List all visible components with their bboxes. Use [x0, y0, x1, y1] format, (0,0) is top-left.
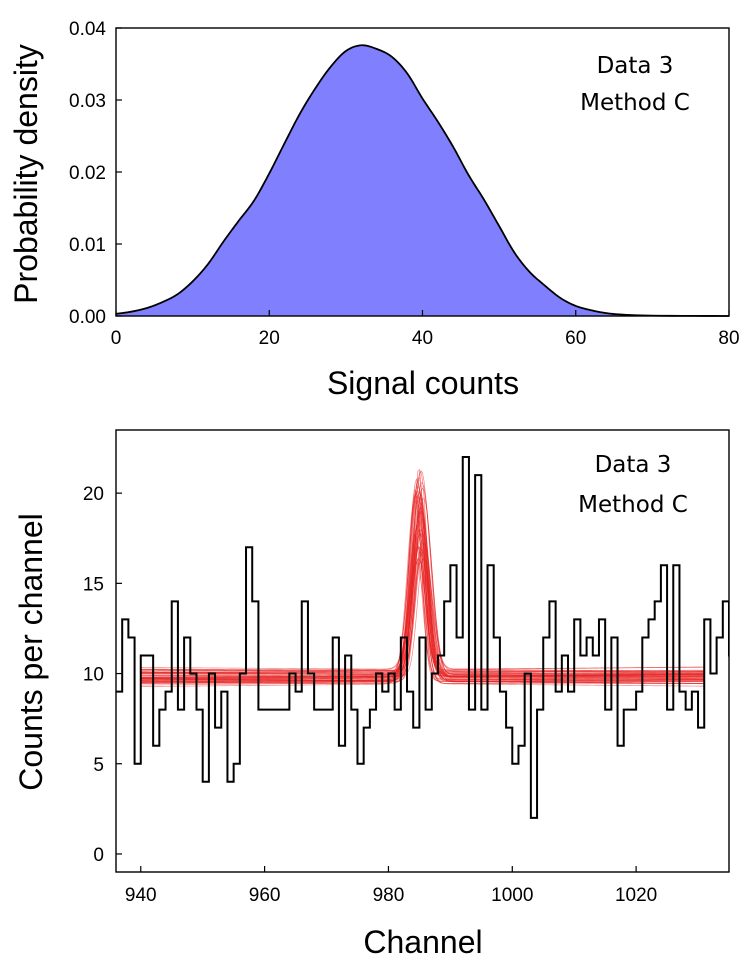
spectrum-y-ticks: 0 5 10 15 20: [83, 484, 122, 866]
density-annotation-line1: Data 3: [597, 53, 674, 79]
spectrum-x-tick-label: 1000: [491, 885, 533, 906]
spectrum-x-tick-label: 1020: [615, 885, 657, 906]
density-annotation-line2: Method C: [580, 90, 690, 116]
density-y-tick-label: 0.02: [69, 163, 106, 184]
spectrum-plot-frame: [115, 429, 730, 873]
spectrum-annotation-line1: Data 3: [595, 452, 672, 478]
spectrum-x-axis-title: Channel: [363, 924, 482, 960]
spectrum-y-tick-label: 0: [93, 845, 104, 866]
spectrum-x-ticks: 940 960 980 1000 1020: [125, 866, 657, 906]
spectrum-panel: 0 5 10 15 20 940 960 980 1000 1020 Data 3 Method…: [13, 429, 730, 960]
density-panel: 0.00 0.01 0.02 0.03 0.04 0 20 40 60 80 Data 3 Me…: [8, 19, 740, 401]
spectrum-x-tick-label: 960: [249, 885, 281, 906]
fit-curve: [140, 551, 705, 672]
density-y-axis-title: Probability density: [8, 44, 44, 304]
spectrum-x-tick-label: 940: [125, 885, 157, 906]
density-x-axis-title: Signal counts: [327, 365, 519, 401]
fit-curve: [140, 506, 705, 683]
density-y-tick-label: 0.01: [69, 235, 106, 256]
fit-curve: [140, 527, 705, 676]
density-y-tick-label: 0.04: [69, 19, 106, 40]
density-x-tick-label: 60: [565, 328, 586, 349]
spectrum-y-tick-label: 10: [83, 665, 104, 686]
fit-curve: [140, 520, 705, 678]
fit-curve: [140, 491, 705, 680]
fit-curve: [140, 558, 705, 674]
spectrum-y-tick-label: 15: [83, 574, 104, 595]
spectrum-y-axis-title: Counts per channel: [13, 513, 49, 791]
spectrum-annotation-line2: Method C: [578, 492, 688, 518]
density-x-ticks: 0 20 40 60 80: [111, 310, 740, 349]
spectrum-x-tick-label: 980: [373, 885, 405, 906]
fit-curve: [140, 542, 705, 686]
fit-curve: [140, 528, 705, 678]
density-y-tick-label: 0.00: [69, 307, 106, 328]
density-x-tick-label: 80: [718, 328, 739, 349]
density-x-tick-label: 20: [259, 328, 280, 349]
spectrum-y-tick-label: 20: [83, 484, 104, 505]
fit-curve: [140, 494, 705, 687]
counts-histogram: [116, 456, 729, 819]
density-y-tick-label: 0.03: [69, 91, 106, 112]
fit-curve: [140, 471, 705, 684]
spectrum-y-tick-label: 5: [93, 755, 104, 776]
density-x-tick-label: 0: [111, 328, 122, 349]
density-curve: [115, 44, 730, 317]
fit-curves: [140, 468, 705, 687]
density-y-ticks: 0.00 0.01 0.02 0.03 0.04: [69, 19, 122, 328]
fit-curve: [140, 489, 705, 684]
density-x-tick-label: 40: [412, 328, 433, 349]
density-area: [116, 45, 729, 316]
